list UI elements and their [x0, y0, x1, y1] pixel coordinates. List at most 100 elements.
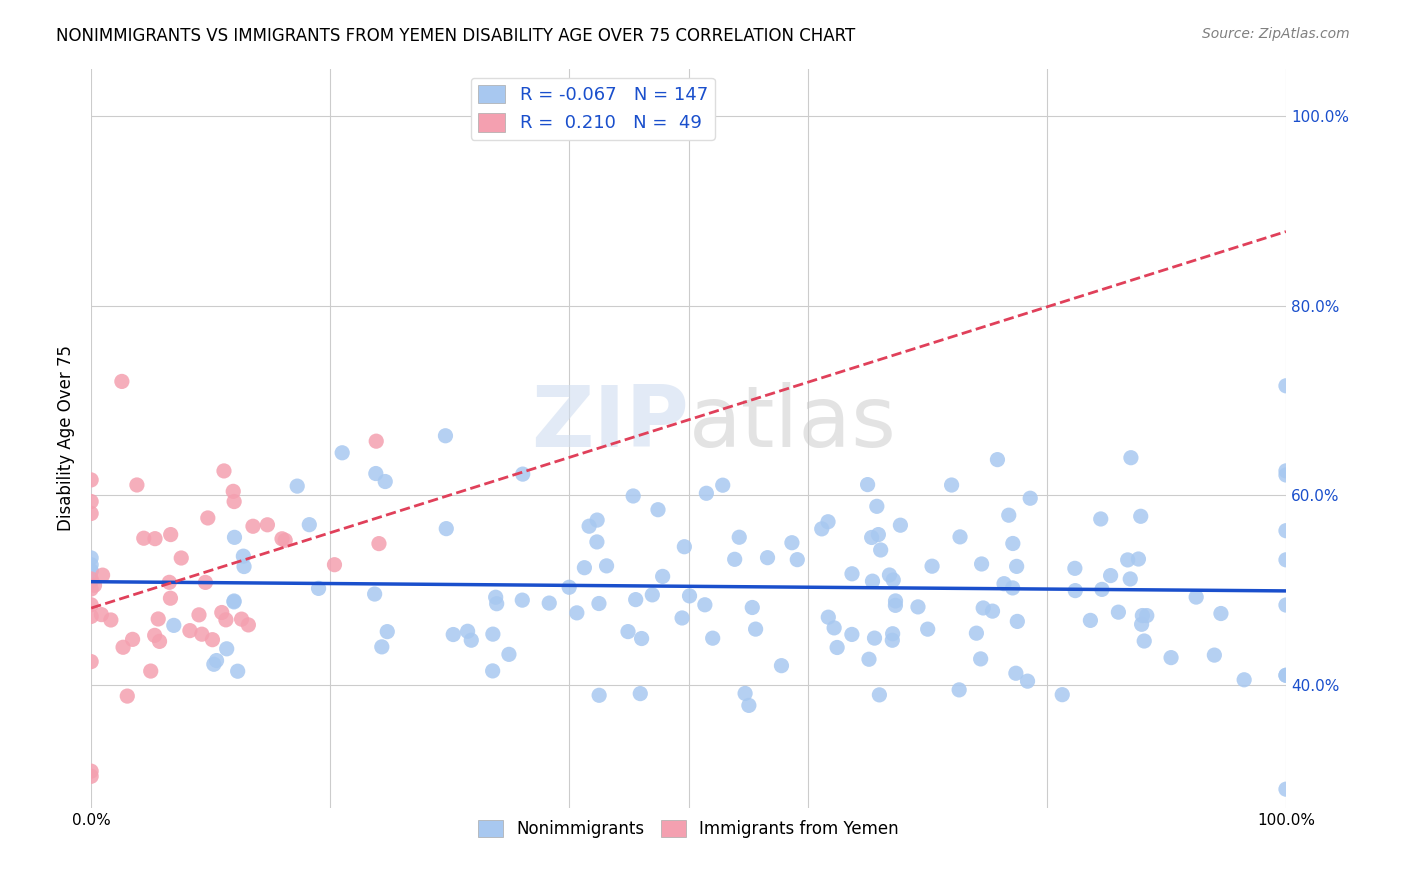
Point [80, 473, 103, 487]
Point [817, 610, 839, 624]
Point [1129, 509, 1152, 524]
Point [215, 613, 238, 627]
Point [1064, 583, 1087, 598]
Point [80, 764, 103, 779]
Point [179, 624, 201, 638]
Point [90, 607, 112, 622]
Point [274, 533, 297, 548]
Point [1275, 668, 1298, 682]
Point [825, 640, 848, 655]
Point [741, 600, 763, 615]
Point [941, 478, 963, 492]
Point [121, 632, 143, 647]
Point [578, 519, 600, 533]
Point [1052, 688, 1074, 702]
Point [1090, 512, 1112, 526]
Point [744, 622, 766, 636]
Point [863, 631, 886, 645]
Point [770, 658, 793, 673]
Point [780, 535, 803, 549]
Point [211, 606, 233, 620]
Point [215, 641, 238, 656]
Point [671, 611, 693, 625]
Point [879, 568, 901, 582]
Point [1275, 467, 1298, 482]
Point [588, 688, 610, 702]
Point [1275, 553, 1298, 567]
Point [100, 613, 122, 627]
Point [1204, 648, 1226, 662]
Point [91, 568, 114, 582]
Point [972, 601, 994, 615]
Point [917, 622, 939, 636]
Point [80, 550, 103, 565]
Point [884, 594, 907, 608]
Point [1133, 634, 1156, 648]
Point [728, 530, 751, 544]
Point [1233, 673, 1256, 687]
Point [111, 375, 134, 389]
Point [969, 652, 991, 666]
Point [1275, 598, 1298, 612]
Point [558, 580, 581, 594]
Point [1275, 782, 1298, 797]
Point [869, 543, 891, 558]
Point [907, 599, 929, 614]
Point [949, 530, 972, 544]
Point [285, 479, 308, 493]
Point [256, 517, 278, 532]
Point [1091, 582, 1114, 597]
Point [711, 478, 734, 492]
Point [617, 624, 640, 639]
Point [368, 536, 391, 550]
Legend: Nonimmigrants, Immigrants from Yemen: Nonimmigrants, Immigrants from Yemen [471, 813, 905, 845]
Point [595, 558, 617, 573]
Point [374, 475, 396, 489]
Point [482, 627, 505, 641]
Point [441, 627, 464, 641]
Point [882, 626, 904, 640]
Point [163, 618, 186, 632]
Point [80, 564, 103, 578]
Point [231, 612, 253, 626]
Point [882, 633, 904, 648]
Text: Source: ZipAtlas.com: Source: ZipAtlas.com [1202, 27, 1350, 41]
Point [212, 464, 235, 478]
Text: atlas: atlas [689, 382, 897, 466]
Point [574, 560, 596, 574]
Point [981, 604, 1004, 618]
Point [651, 569, 673, 583]
Point [565, 606, 588, 620]
Point [1275, 379, 1298, 393]
Point [80, 609, 103, 624]
Point [993, 576, 1015, 591]
Point [1275, 464, 1298, 478]
Point [222, 594, 245, 608]
Point [823, 621, 845, 635]
Point [330, 446, 353, 460]
Point [232, 549, 254, 564]
Point [80, 564, 103, 578]
Point [485, 597, 508, 611]
Point [148, 612, 170, 626]
Point [434, 522, 457, 536]
Point [868, 527, 890, 541]
Point [202, 657, 225, 672]
Point [143, 532, 166, 546]
Point [197, 511, 219, 525]
Point [194, 575, 217, 590]
Point [498, 648, 520, 662]
Point [125, 478, 148, 492]
Point [586, 535, 609, 549]
Point [1001, 581, 1024, 595]
Point [512, 467, 534, 482]
Point [157, 575, 180, 590]
Point [1128, 552, 1150, 566]
Point [1160, 650, 1182, 665]
Point [734, 686, 756, 700]
Point [83, 578, 105, 592]
Point [641, 588, 664, 602]
Point [1185, 590, 1208, 604]
Point [80, 655, 103, 669]
Point [308, 582, 330, 596]
